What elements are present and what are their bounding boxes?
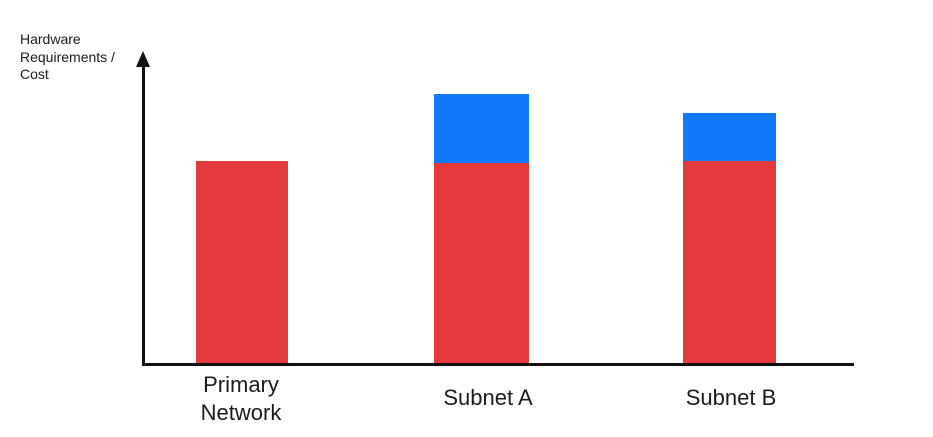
bar-stack-subnet-b — [683, 113, 776, 363]
category-label-primary-network: Primary Network — [200, 372, 282, 425]
category-label-subnet-b: Subnet B — [685, 385, 777, 410]
x-axis-line — [142, 363, 854, 366]
bar-segment-additional-requirement-blue — [683, 113, 776, 161]
bar-stack-subnet-a — [434, 94, 529, 363]
bar-segment-base-requirement-red — [196, 161, 288, 363]
bar-stack-primary-network — [196, 161, 288, 363]
bar-segment-base-requirement-red — [434, 163, 529, 363]
y-axis-arrow-icon — [136, 51, 150, 67]
category-label-subnet-a: Subnet A — [443, 385, 533, 410]
bar-segment-additional-requirement-blue — [434, 94, 529, 163]
y-axis-label: Hardware Requirements / Cost — [20, 31, 115, 82]
bar-segment-base-requirement-red — [683, 161, 776, 363]
y-axis-line — [142, 62, 145, 366]
